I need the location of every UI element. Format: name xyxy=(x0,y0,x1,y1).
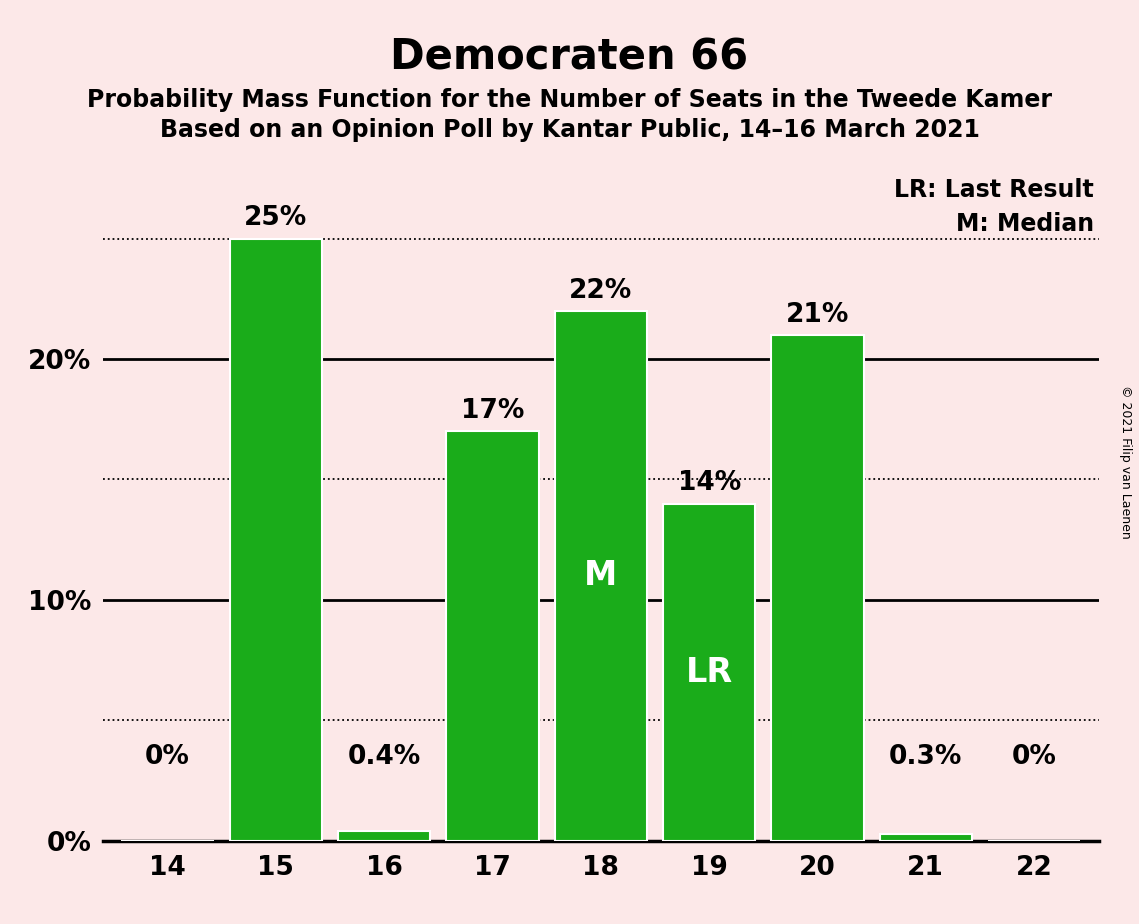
Text: 17%: 17% xyxy=(461,398,524,424)
Text: M: Median: M: Median xyxy=(956,213,1093,237)
Text: 0.3%: 0.3% xyxy=(890,744,962,770)
Text: 22%: 22% xyxy=(570,277,632,304)
Bar xyxy=(446,432,539,841)
Text: Based on an Opinion Poll by Kantar Public, 14–16 March 2021: Based on an Opinion Poll by Kantar Publi… xyxy=(159,118,980,142)
Text: M: M xyxy=(584,559,617,592)
Bar xyxy=(879,833,972,841)
Text: 0%: 0% xyxy=(145,744,190,770)
Text: Probability Mass Function for the Number of Seats in the Tweede Kamer: Probability Mass Function for the Number… xyxy=(87,88,1052,112)
Bar xyxy=(555,310,647,841)
Text: 25%: 25% xyxy=(244,205,308,231)
Text: Democraten 66: Democraten 66 xyxy=(391,37,748,79)
Text: 0.4%: 0.4% xyxy=(347,744,420,770)
Text: LR: LR xyxy=(686,656,732,688)
Text: LR: Last Result: LR: Last Result xyxy=(894,178,1093,202)
Bar xyxy=(338,832,431,841)
Bar xyxy=(663,504,755,841)
Bar xyxy=(230,238,322,841)
Bar xyxy=(771,335,863,841)
Text: 21%: 21% xyxy=(786,302,850,328)
Text: © 2021 Filip van Laenen: © 2021 Filip van Laenen xyxy=(1118,385,1132,539)
Text: 0%: 0% xyxy=(1011,744,1057,770)
Text: 14%: 14% xyxy=(678,470,740,496)
